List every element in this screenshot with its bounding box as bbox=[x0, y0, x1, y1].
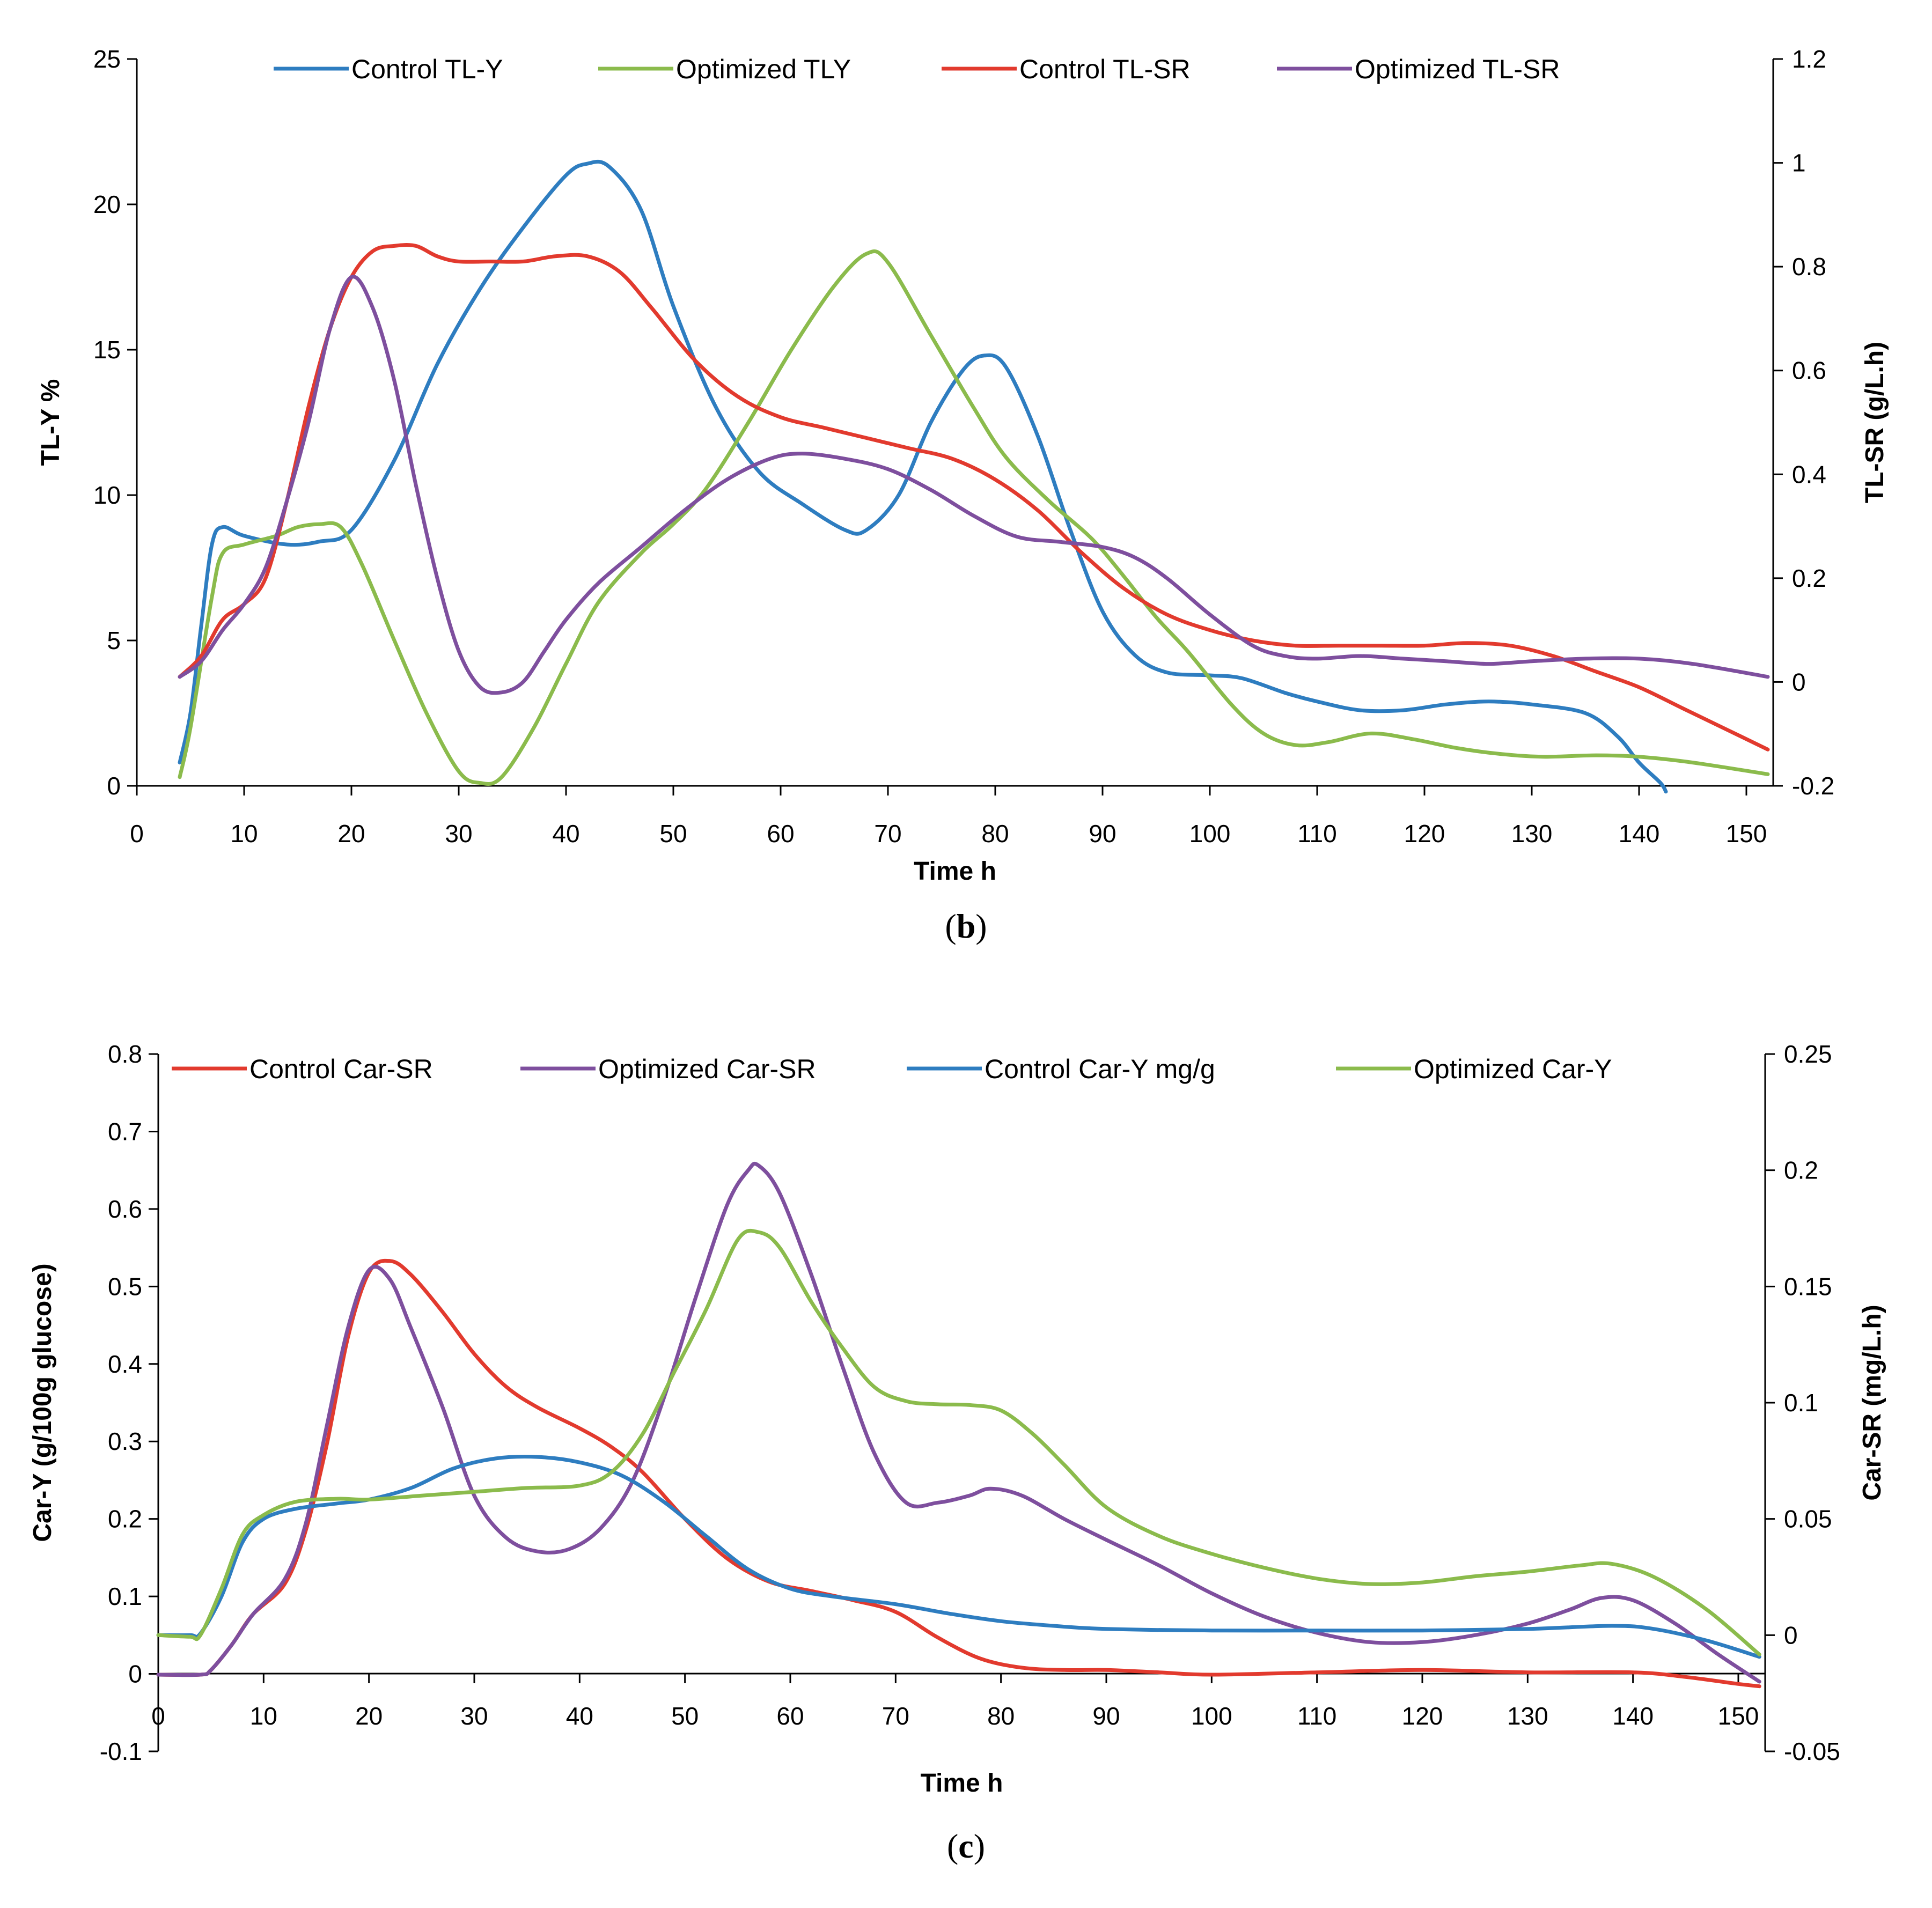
chart-c-x-tick-label: 110 bbox=[1297, 1702, 1336, 1730]
chart-c-left-tick-label: 0.4 bbox=[108, 1350, 142, 1378]
chart-b-x-axis-title: Time h bbox=[914, 857, 996, 886]
chart-c-right-tick-label: 0.25 bbox=[1784, 1040, 1832, 1068]
chart-c-left-tick-label: 0.2 bbox=[108, 1505, 142, 1533]
chart-c-left-tick-label: 0.3 bbox=[108, 1427, 142, 1455]
chart-c-right-tick-label: 0.15 bbox=[1784, 1272, 1832, 1300]
chart-c-x-tick-label: 50 bbox=[671, 1702, 699, 1730]
panel-label-b: (b) bbox=[945, 907, 987, 945]
chart-c-x-tick-label: 30 bbox=[460, 1702, 488, 1730]
chart-c-x-tick-label: 20 bbox=[355, 1702, 383, 1730]
chart-b-right-tick-label: 0 bbox=[1792, 668, 1806, 696]
chart-b-x-tick-label: 120 bbox=[1404, 820, 1445, 848]
chart-c-left-tick-label: 0.6 bbox=[108, 1195, 142, 1223]
panel-label-c: (c) bbox=[946, 1827, 986, 1865]
chart-c-series-control-car-sr bbox=[156, 1258, 1761, 1689]
chart-c-x-tick-label: 40 bbox=[566, 1702, 593, 1730]
chart-b-x-tick-label: 90 bbox=[1089, 820, 1116, 848]
chart-b-x-tick-label: 80 bbox=[981, 820, 1009, 848]
chart-b-x-tick-label: 0 bbox=[130, 820, 144, 848]
chart-b-right-tick-label: 0.2 bbox=[1792, 564, 1826, 592]
chart-b-series-optimized-tl-sr bbox=[178, 275, 1770, 695]
chart-c-left-tick-label: 0.8 bbox=[108, 1040, 142, 1068]
chart-b-right-tick-label: 0.6 bbox=[1792, 357, 1826, 385]
chart-b-x-tick-label: 100 bbox=[1189, 820, 1231, 848]
chart-b-legend-label-control-tl-sr: Control TL-SR bbox=[1019, 54, 1191, 84]
chart-c-series-control-car-y-mg-g bbox=[156, 1455, 1761, 1659]
chart-b-series-optimized-tly bbox=[178, 249, 1770, 786]
chart-c-series-optimized-car-sr bbox=[156, 1161, 1761, 1684]
chart-c-legend-label-optimized-car-y: Optimized Car-Y bbox=[1414, 1054, 1612, 1084]
chart-b-x-tick-label: 10 bbox=[230, 820, 258, 848]
chart-c-legend-label-optimized-car-sr: Optimized Car-SR bbox=[598, 1054, 816, 1084]
chart-b-x-tick-label: 40 bbox=[552, 820, 579, 848]
chart-b-left-tick-label: 25 bbox=[93, 45, 121, 73]
chart-b-x-tick-label: 140 bbox=[1619, 820, 1660, 848]
chart-c-x-tick-label: 60 bbox=[776, 1702, 804, 1730]
chart-c-x-tick-label: 130 bbox=[1507, 1702, 1548, 1730]
chart-b-left-axis-title: TL-Y % bbox=[36, 379, 65, 466]
chart-c-x-tick-label: 120 bbox=[1402, 1702, 1443, 1730]
chart-b-right-tick-label: 1.2 bbox=[1792, 45, 1826, 73]
chart-c-x-tick-label: 10 bbox=[250, 1702, 277, 1730]
chart-c-right-axis-title: Car-SR (mg/L.h) bbox=[1858, 1305, 1886, 1500]
chart-b-series-control-tl-y bbox=[178, 159, 1668, 794]
chart-c-series-optimized-car-y bbox=[156, 1228, 1761, 1656]
chart-c-left-tick-label: 0.7 bbox=[108, 1117, 142, 1145]
chart-b-left-tick-label: 10 bbox=[93, 481, 121, 509]
chart-c-x-tick-label: 80 bbox=[987, 1702, 1015, 1730]
chart-b-left-tick-label: 5 bbox=[107, 627, 121, 654]
chart-c-legend-label-control-car-y-mg-g: Control Car-Y mg/g bbox=[985, 1054, 1215, 1084]
chart-b-left-tick-label: 20 bbox=[93, 190, 121, 218]
chart-b-left-tick-label: 15 bbox=[93, 336, 121, 364]
chart-c-x-tick-label: 100 bbox=[1191, 1702, 1232, 1730]
chart-b-x-tick-label: 130 bbox=[1511, 820, 1553, 848]
chart-c-right-tick-label: 0.2 bbox=[1784, 1156, 1818, 1184]
chart-c-left-tick-label: 0.1 bbox=[108, 1582, 142, 1610]
chart-b-x-tick-label: 60 bbox=[767, 820, 794, 848]
chart-b-legend-label-optimized-tl-sr: Optimized TL-SR bbox=[1355, 54, 1560, 84]
chart-b-x-tick-label: 70 bbox=[874, 820, 901, 848]
chart-c-left-tick-label: 0 bbox=[128, 1660, 142, 1688]
chart-b-right-axis-title: TL-SR (g/L.h) bbox=[1861, 342, 1889, 503]
chart-c-x-tick-label: 140 bbox=[1612, 1702, 1654, 1730]
chart-b-right-tick-label: 1 bbox=[1792, 149, 1806, 177]
chart-c-x-tick-label: 150 bbox=[1718, 1702, 1759, 1730]
chart-b-right-tick-label: 0.8 bbox=[1792, 253, 1826, 281]
chart-c-left-tick-label: -0.1 bbox=[100, 1737, 142, 1765]
chart-c-x-tick-label: 90 bbox=[1092, 1702, 1120, 1730]
chart-b-left-tick-label: 0 bbox=[107, 772, 121, 800]
chart-b-legend-label-control-tl-y: Control TL-Y bbox=[351, 54, 503, 84]
chart-b-x-tick-label: 30 bbox=[445, 820, 472, 848]
chart-b-x-tick-label: 150 bbox=[1726, 820, 1767, 848]
chart-c-right-tick-label: 0.05 bbox=[1784, 1505, 1832, 1533]
chart-b-x-tick-label: 110 bbox=[1297, 820, 1336, 848]
chart-b-right-tick-label: 0.4 bbox=[1792, 460, 1826, 488]
chart-b-x-tick-label: 50 bbox=[659, 820, 687, 848]
chart-c-left-axis-title: Car-Y (g/100g glucose) bbox=[28, 1263, 57, 1542]
chart-b-x-tick-label: 20 bbox=[337, 820, 365, 848]
chart-c-right-tick-label: 0.1 bbox=[1784, 1389, 1818, 1417]
chart-c-right-tick-label: 0 bbox=[1784, 1621, 1798, 1649]
chart-c-left-tick-label: 0.5 bbox=[108, 1272, 142, 1300]
chart-b-legend-label-optimized-tly: Optimized TLY bbox=[676, 54, 851, 84]
chart-c-x-axis-title: Time h bbox=[921, 1769, 1003, 1798]
chart-c-legend-label-control-car-sr: Control Car-SR bbox=[249, 1054, 433, 1084]
chart-c-x-tick-label: 0 bbox=[151, 1702, 165, 1730]
chart-c-right-tick-label: -0.05 bbox=[1784, 1737, 1840, 1765]
chart-c-x-tick-label: 70 bbox=[882, 1702, 909, 1730]
chart-b-right-tick-label: -0.2 bbox=[1792, 772, 1834, 800]
